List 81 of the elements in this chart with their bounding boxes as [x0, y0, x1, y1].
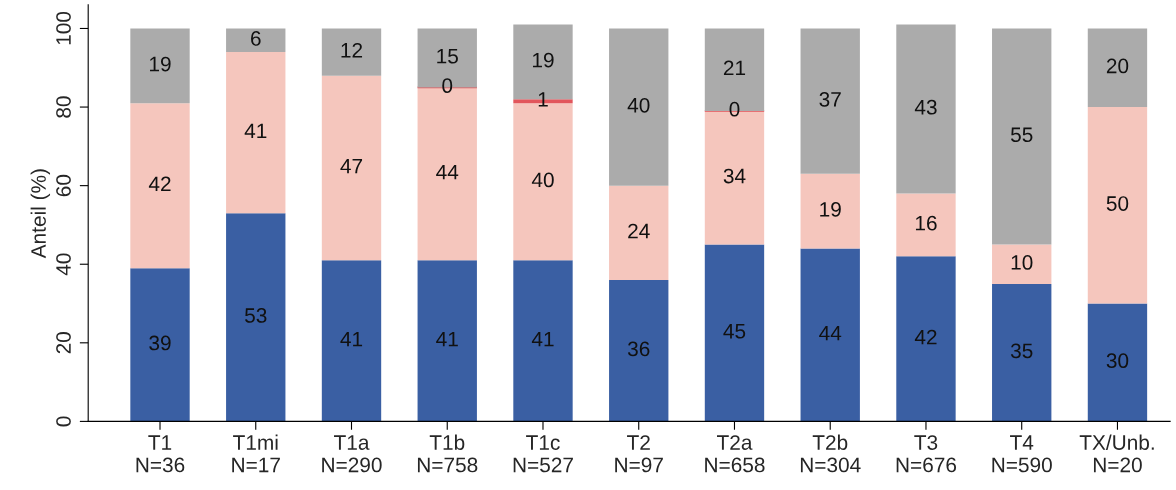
- x-tick-label: T1 N=36: [136, 435, 185, 473]
- x-tick-label: T4 N=590: [992, 435, 1052, 473]
- data-label: 1: [538, 92, 548, 107]
- bar: [417, 260, 477, 422]
- data-label: 35: [1010, 343, 1033, 359]
- data-label: 20: [1106, 58, 1129, 74]
- y-axis-title: Anteil (%): [30, 169, 51, 259]
- data-label: 43: [914, 99, 937, 115]
- data-label: 0: [442, 78, 453, 94]
- bar: [130, 268, 190, 422]
- data-label: 16: [915, 215, 937, 231]
- data-label: 39: [149, 335, 171, 351]
- data-label: 55: [1010, 127, 1033, 143]
- data-label: 47: [340, 159, 363, 174]
- bar: [1087, 28, 1148, 108]
- data-label: 40: [531, 172, 554, 188]
- data-label: 19: [820, 202, 841, 217]
- bar: [226, 52, 286, 214]
- bar: [896, 256, 956, 422]
- bar: [800, 248, 860, 422]
- bar: [130, 103, 190, 269]
- data-label: 41: [244, 123, 267, 138]
- bar: [321, 75, 382, 261]
- x-tick-label: T2b N=304: [800, 434, 861, 473]
- bar: [609, 279, 669, 422]
- bar: [992, 244, 1052, 284]
- bar: [800, 173, 860, 249]
- bar: [896, 193, 956, 257]
- bar: [130, 28, 190, 104]
- data-label: 15: [437, 49, 458, 64]
- bar: [800, 28, 860, 174]
- data-label: 30: [1106, 353, 1129, 369]
- data-label: 41: [531, 331, 554, 347]
- data-label: 6: [251, 31, 261, 46]
- bar: [321, 28, 382, 76]
- y-tick-label: 20: [56, 332, 71, 354]
- data-label: 40: [627, 97, 650, 113]
- y-tick-label: 60: [56, 174, 71, 197]
- bar: [1087, 303, 1148, 422]
- bar: [513, 260, 573, 422]
- data-label: 44: [819, 326, 842, 341]
- bar: [992, 28, 1052, 245]
- data-label: 42: [148, 176, 171, 192]
- y-tick-label: 40: [56, 253, 71, 276]
- data-label: 53: [245, 308, 267, 323]
- bar: [896, 24, 956, 194]
- bar: [226, 28, 286, 53]
- bar: [321, 260, 382, 422]
- data-label: 45: [723, 324, 746, 339]
- data-label: 34: [723, 168, 746, 184]
- data-label: 42: [914, 329, 937, 345]
- data-label: 12: [341, 42, 363, 58]
- data-label: 19: [532, 52, 554, 68]
- x-tick-label: T1c N=527: [513, 435, 573, 473]
- x-tick-label: T1b N=758: [417, 434, 478, 473]
- bar: [226, 213, 286, 422]
- x-tick-label: T1mi N=17: [232, 434, 280, 473]
- x-tick-label: TX/Unb. N=20: [1079, 434, 1154, 473]
- x-tick-label: T2a N=658: [705, 435, 765, 473]
- data-label: 19: [150, 56, 171, 72]
- data-label: 36: [627, 341, 650, 357]
- data-label: 24: [628, 223, 650, 239]
- bar: [1087, 107, 1148, 304]
- data-label: 0: [729, 101, 740, 117]
- data-label: 41: [340, 331, 363, 347]
- x-tick-label: T2 N=97: [615, 435, 663, 473]
- y-tick-label: 0: [56, 416, 71, 427]
- data-label: 50: [1106, 196, 1129, 211]
- bar: [704, 244, 765, 422]
- data-label: 21: [723, 60, 746, 76]
- y-tick-label: 80: [56, 96, 71, 118]
- x-tick-label: T1a N=290: [322, 435, 382, 473]
- bar: [992, 283, 1052, 422]
- y-tick-label: 100: [56, 11, 71, 45]
- data-label: 37: [819, 92, 841, 107]
- data-label: 41: [436, 331, 458, 347]
- data-label: 10: [1011, 255, 1033, 270]
- bar: [609, 28, 669, 186]
- bar: [609, 185, 669, 280]
- x-tick-label: T3 N=676: [896, 435, 957, 473]
- data-label: 44: [436, 164, 459, 180]
